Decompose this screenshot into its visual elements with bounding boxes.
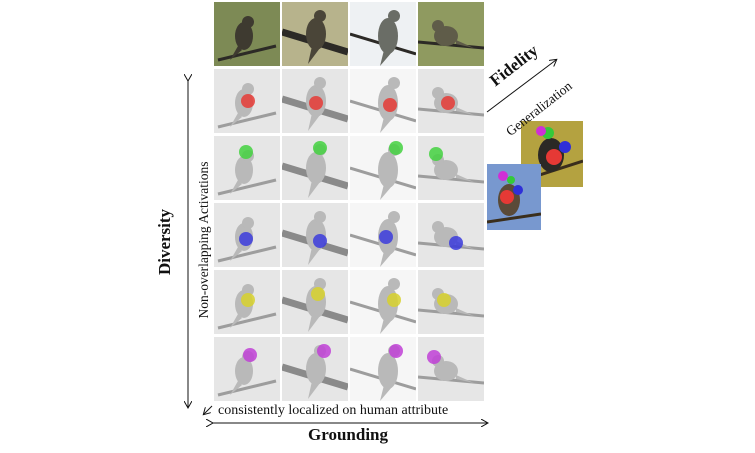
activation-spot xyxy=(389,141,403,155)
activation-spot xyxy=(379,230,393,244)
original-image xyxy=(350,2,416,66)
activation-map xyxy=(418,69,484,133)
activation-map xyxy=(350,270,416,334)
activation-spot xyxy=(317,344,331,358)
activation-spot xyxy=(383,98,397,112)
activation-spot xyxy=(241,293,255,307)
activation-spot xyxy=(449,236,463,250)
part-highlight xyxy=(507,176,515,184)
original-image xyxy=(214,2,280,66)
activation-spot xyxy=(429,147,443,161)
activation-map xyxy=(418,203,484,267)
activation-spot xyxy=(441,96,455,110)
part-highlight xyxy=(498,171,508,181)
non-overlapping-label: Non-overlapping Activations xyxy=(196,161,211,319)
activation-spot xyxy=(311,287,325,301)
activation-spot xyxy=(239,145,253,159)
activation-map xyxy=(350,337,416,401)
fidelity-label: Fidelity xyxy=(486,40,542,90)
activation-map xyxy=(282,203,348,267)
activation-spot xyxy=(387,293,401,307)
activation-map xyxy=(282,69,348,133)
part-highlight xyxy=(513,185,523,195)
original-image xyxy=(418,2,484,66)
activation-spot xyxy=(313,234,327,248)
consistently-localized-label: consistently localized on human attribut… xyxy=(218,403,449,418)
part-highlight xyxy=(500,190,514,204)
activation-map xyxy=(282,270,348,334)
activation-map xyxy=(214,69,280,133)
original-image xyxy=(282,2,348,66)
activation-map xyxy=(214,136,280,200)
activation-map xyxy=(350,136,416,200)
activation-spot xyxy=(309,96,323,110)
activation-spot xyxy=(389,344,403,358)
part-highlight xyxy=(536,126,546,136)
activation-map xyxy=(282,337,348,401)
activation-spot xyxy=(243,348,257,362)
diversity-label: Diversity xyxy=(155,208,174,276)
activation-map xyxy=(214,337,280,401)
activation-map xyxy=(214,203,280,267)
activation-map xyxy=(418,337,484,401)
activation-spot xyxy=(241,94,255,108)
activation-map xyxy=(214,270,280,334)
corner-arrow xyxy=(204,405,213,414)
example-bird-bottom xyxy=(486,164,542,230)
activation-spot xyxy=(313,141,327,155)
activation-map xyxy=(418,270,484,334)
part-highlight xyxy=(546,149,562,165)
activation-map xyxy=(350,203,416,267)
grounding-label: Grounding xyxy=(308,425,389,444)
activation-spot xyxy=(427,350,441,364)
activation-map xyxy=(282,136,348,200)
activation-spot xyxy=(437,293,451,307)
activation-map xyxy=(418,136,484,200)
part-highlight xyxy=(559,141,571,153)
activation-spot xyxy=(239,232,253,246)
activation-map xyxy=(350,69,416,133)
